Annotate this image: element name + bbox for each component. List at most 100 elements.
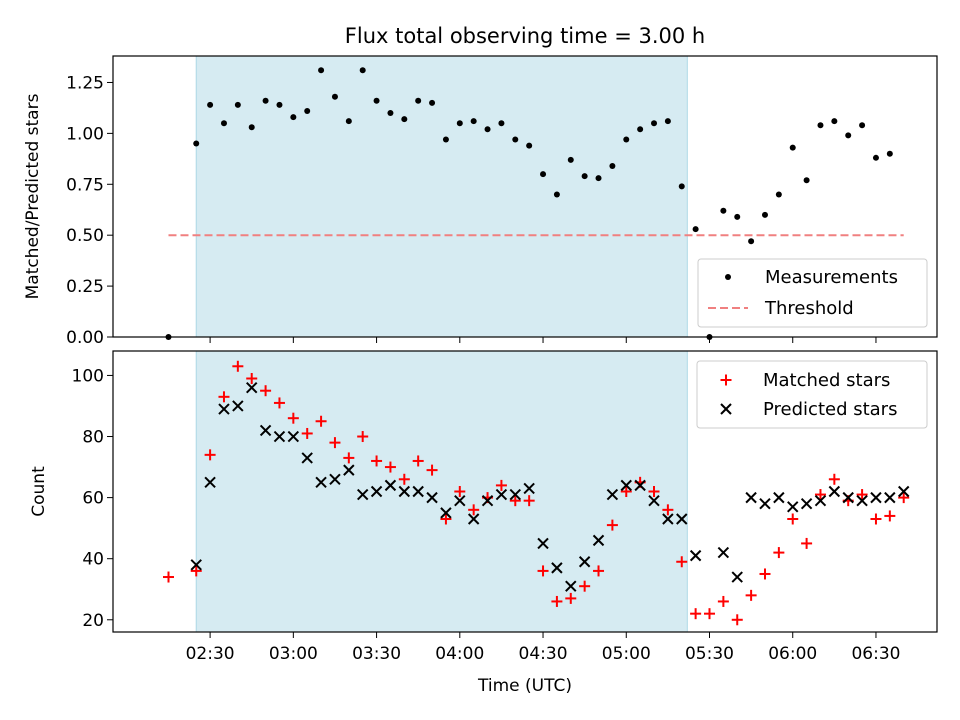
- predicted-star-point: [273, 430, 286, 443]
- measurement-point: [290, 114, 297, 121]
- matched-stars-legend-marker: [720, 374, 732, 386]
- measurement-point: [775, 191, 782, 198]
- matched-star-point: [412, 455, 424, 467]
- matched-star-point: [232, 360, 244, 372]
- predicted-star-point: [648, 494, 660, 507]
- top-legend: Measurements Threshold: [697, 258, 928, 328]
- predicted-star-point: [481, 494, 494, 507]
- predicted-star-point: [329, 473, 341, 485]
- predicted-star-point: [814, 494, 827, 507]
- matched-star-point: [287, 412, 299, 424]
- bottom-y-tick-label: 20: [82, 611, 104, 631]
- predicted-star-point: [523, 482, 535, 495]
- predicted-star-point: [301, 452, 313, 464]
- x-tick-label: 05:00: [602, 644, 651, 664]
- measurement-point: [456, 120, 463, 127]
- predicted-star-point: [578, 556, 591, 568]
- predicted-star-point: [676, 513, 688, 525]
- measurement-point: [761, 211, 768, 218]
- predicted-star-point: [232, 400, 244, 412]
- predicted-star-point: [204, 476, 216, 489]
- measurement-point: [664, 118, 671, 125]
- matched-star-point: [731, 614, 743, 626]
- measurement-point: [789, 144, 796, 151]
- predicted-star-point: [773, 491, 785, 504]
- legend-label-threshold: Threshold: [764, 298, 854, 319]
- predicted-star-point: [884, 491, 896, 504]
- matched-star-point: [398, 473, 410, 485]
- legend-cross-glyph: [720, 403, 732, 415]
- matched-star-point: [828, 473, 840, 485]
- predicted-star-point: [190, 559, 202, 571]
- predicted-star-point: [731, 571, 743, 583]
- measurement-point: [207, 101, 214, 108]
- measurement-point: [512, 136, 519, 143]
- top-shaded-band: [195, 55, 688, 338]
- matched-star-point: [676, 556, 688, 568]
- matched-star-point: [523, 495, 535, 507]
- top-y-axis-label: Matched/Predicted stars: [23, 93, 43, 299]
- legend-plus-glyph: [720, 374, 732, 386]
- matched-star-point: [898, 492, 910, 504]
- predicted-star-point: [662, 513, 674, 525]
- predicted-star-point: [620, 479, 632, 492]
- matched-star-point: [273, 397, 285, 409]
- matched-star-point: [509, 495, 521, 507]
- matched-star-point: [371, 455, 383, 467]
- predicted-stars-legend-marker: [720, 403, 732, 415]
- measurement-point: [595, 175, 602, 182]
- x-tick-label: 03:30: [352, 644, 401, 664]
- matched-star-point: [426, 464, 438, 476]
- matched-star-point: [773, 547, 785, 559]
- matched-star-point: [190, 565, 202, 577]
- measurement-point: [872, 154, 879, 161]
- matched-star-point: [162, 571, 174, 583]
- predicted-star-point: [565, 580, 577, 592]
- matched-star-point: [787, 513, 799, 525]
- legend-label-measurements: Measurements: [765, 267, 898, 288]
- matched-star-point: [662, 504, 674, 516]
- x-axis-label: Time (UTC): [477, 676, 572, 696]
- matched-star-point: [814, 489, 826, 501]
- predicted-star-point: [842, 491, 854, 504]
- predicted-star-point: [856, 494, 868, 507]
- measurement-point: [817, 122, 824, 129]
- measurement-point: [886, 150, 893, 157]
- measurement-point: [567, 156, 574, 163]
- matched-star-point: [218, 391, 230, 403]
- top-chart-title: Flux total observing time = 3.00 h: [345, 24, 705, 48]
- measurement-point: [415, 97, 422, 104]
- measurement-point: [373, 97, 380, 104]
- matched-star-point: [357, 431, 369, 443]
- matched-star-point: [745, 589, 757, 601]
- matched-star-point: [856, 489, 868, 501]
- matched-star-point: [315, 415, 327, 427]
- matched-star-point: [579, 580, 591, 592]
- matched-star-point: [260, 385, 272, 397]
- top-plot-frame: [112, 55, 938, 338]
- predicted-star-point: [717, 546, 730, 559]
- predicted-star-point: [218, 403, 230, 415]
- predicted-star-point: [759, 498, 771, 510]
- matched-star-point: [606, 519, 618, 531]
- predicted-star-point: [440, 507, 452, 519]
- predicted-star-point: [689, 549, 702, 562]
- bottom-y-tick-label: 80: [82, 428, 104, 448]
- measurement-point: [442, 136, 449, 143]
- measurement-point: [748, 238, 755, 245]
- matched-star-point: [870, 513, 882, 525]
- legend-label-matched-stars: Matched stars: [763, 370, 890, 391]
- measurement-point: [581, 173, 588, 180]
- predicted-star-point: [787, 501, 799, 513]
- predicted-star-point: [398, 485, 411, 498]
- predicted-star-point: [412, 485, 424, 498]
- top-y-tick-label: 1.00: [66, 124, 104, 144]
- top-y-tick-label: 0.25: [66, 277, 104, 297]
- legend-label-predicted-stars: Predicted stars: [763, 399, 897, 420]
- x-tick-label: 06:00: [768, 644, 817, 664]
- predicted-star-point: [509, 488, 521, 501]
- predicted-star-point: [287, 430, 300, 443]
- top-y-tick-label: 0.50: [66, 226, 104, 246]
- matched-star-point: [495, 479, 507, 491]
